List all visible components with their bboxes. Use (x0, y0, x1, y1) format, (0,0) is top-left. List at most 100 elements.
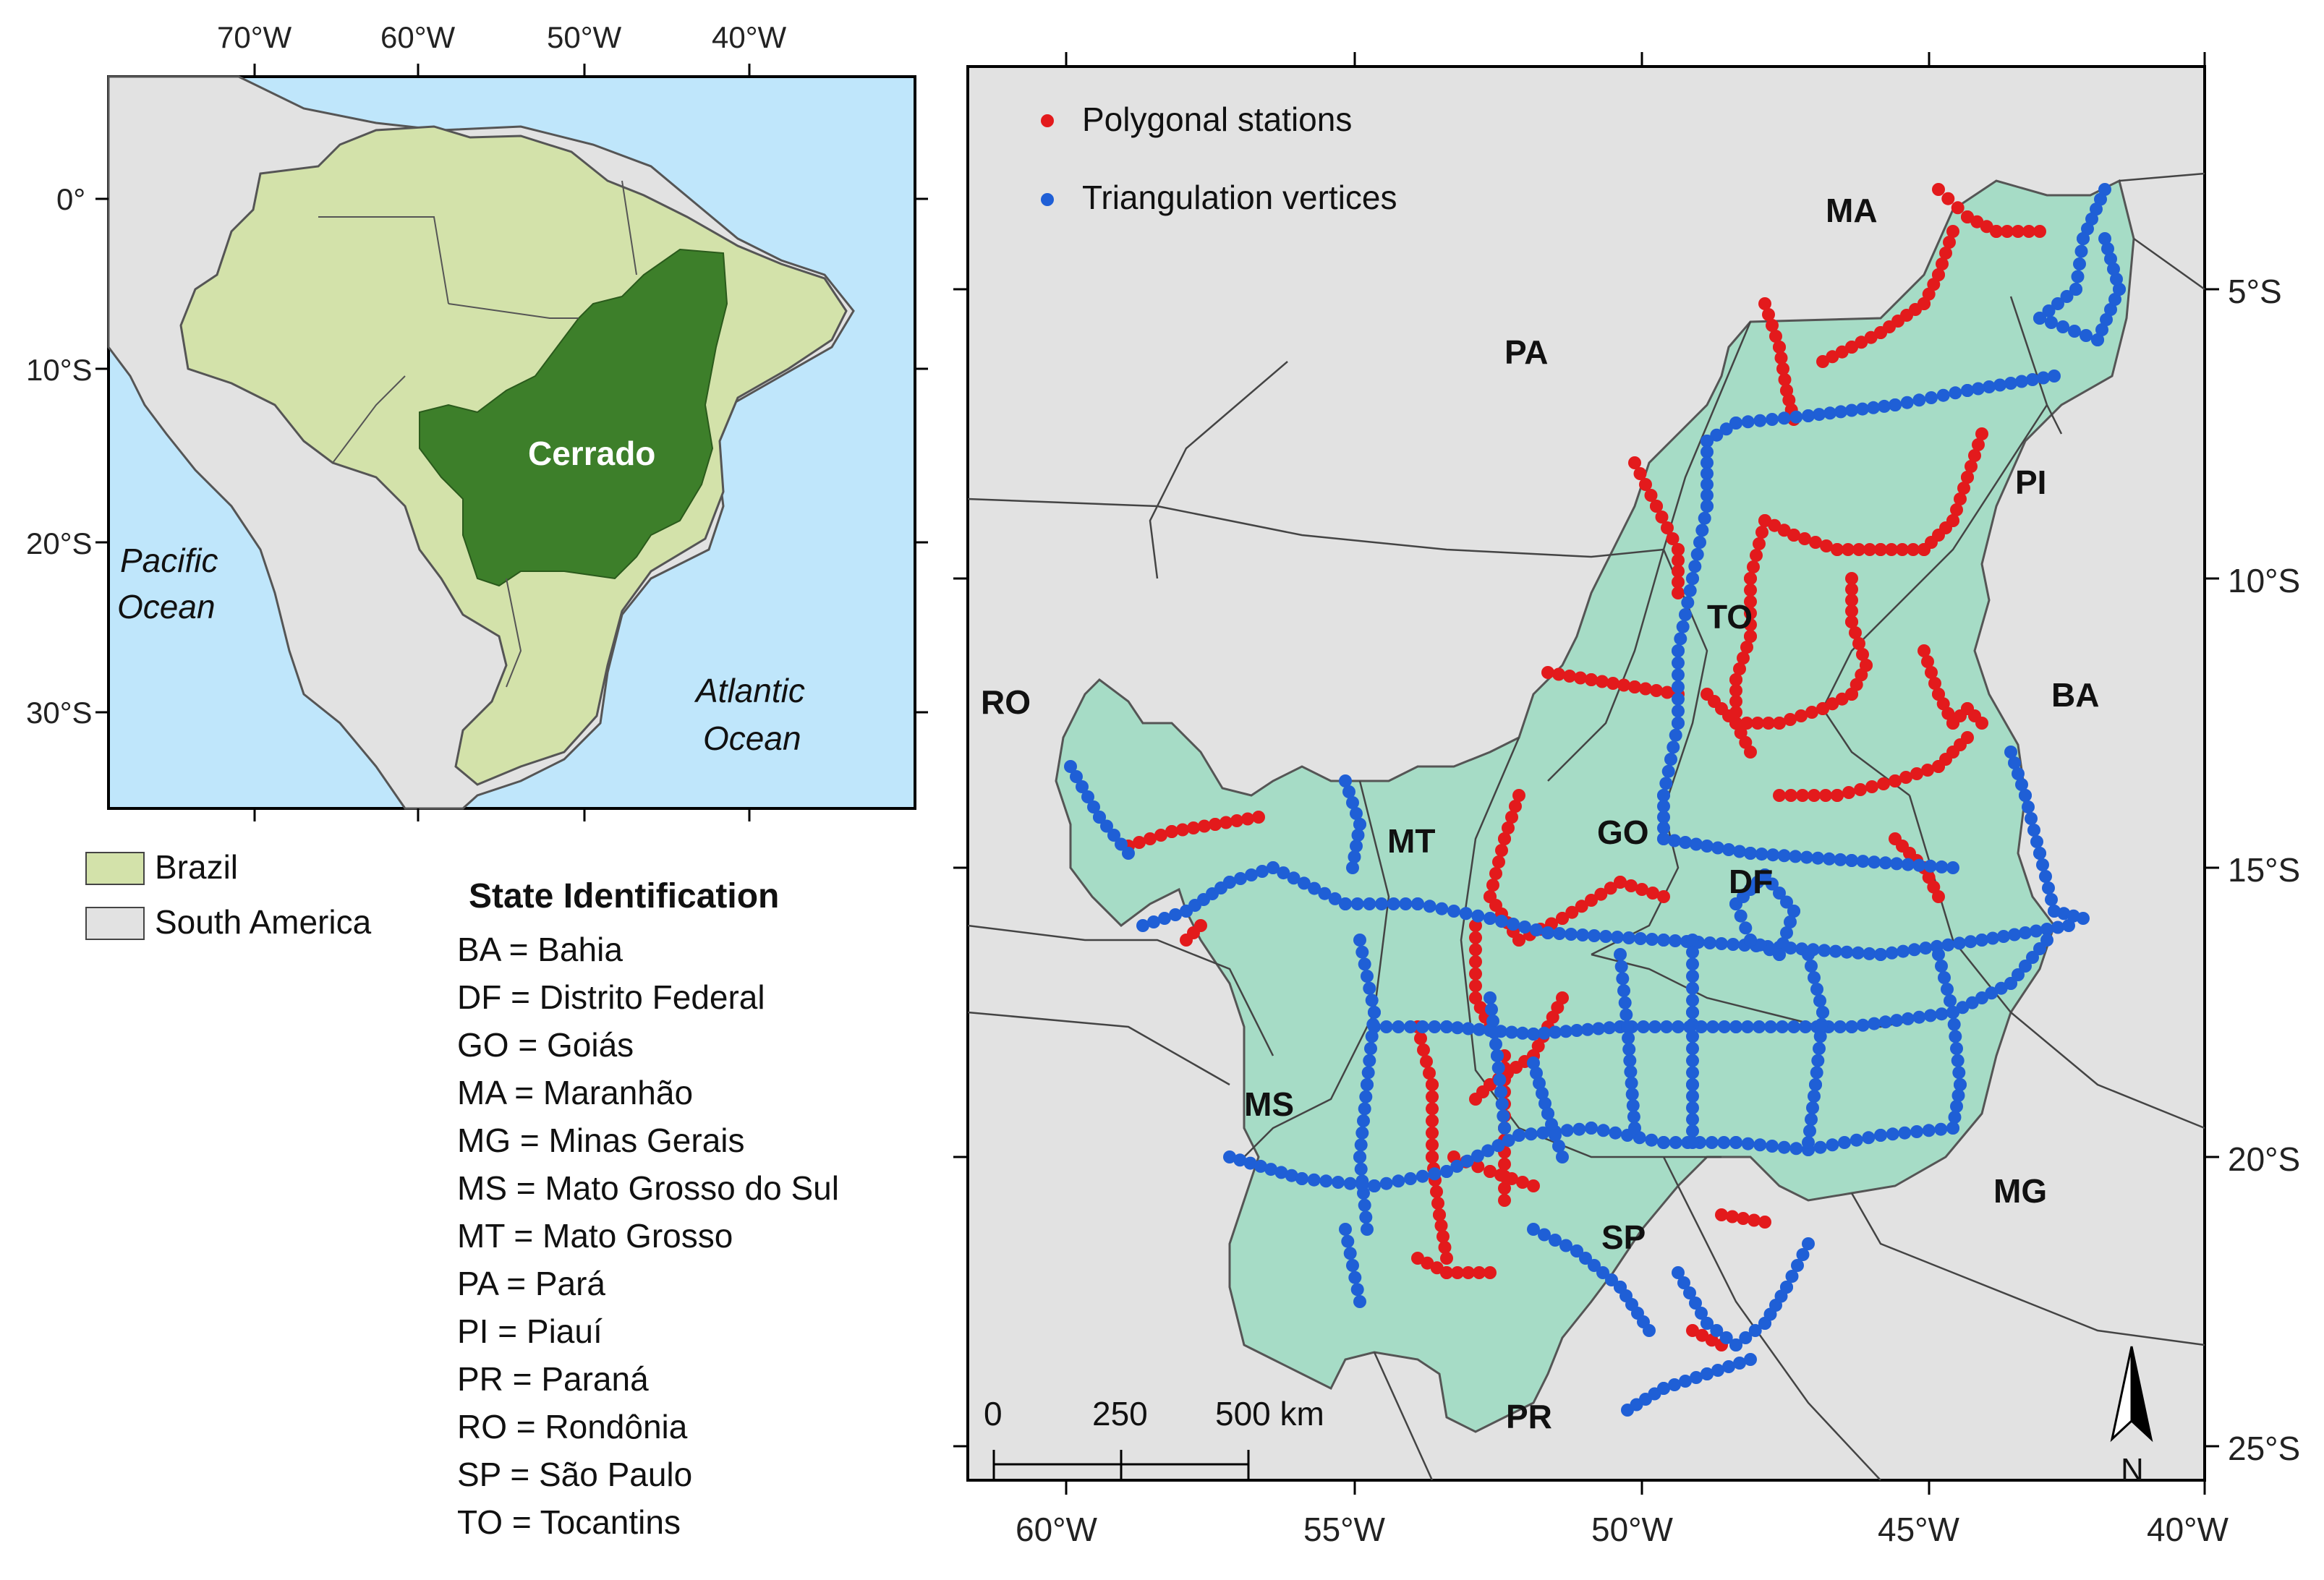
triangulation-vertex (1698, 511, 1711, 525)
state-entry: MG = Minas Gerais (457, 1122, 745, 1159)
polygonal-station (1729, 695, 1742, 708)
inset-top-tick-3: 50°W (547, 20, 622, 54)
triangulation-vertex (1507, 918, 1520, 931)
polygonal-station (1831, 543, 1844, 556)
triangulation-vertex (1318, 887, 1332, 900)
triangulation-vertex (1342, 785, 1355, 798)
triangulation-vertex (1946, 1006, 1959, 1019)
triangulation-vertex (1660, 1020, 1673, 1033)
triangulation-vertex (2030, 835, 2043, 848)
triangulation-vertex (1944, 994, 1957, 1007)
main-right-tick-1: 5°S (2228, 273, 2282, 310)
triangulation-vertex (1951, 1054, 1965, 1067)
triangulation-vertex (1972, 382, 1985, 396)
triangulation-vertex (1416, 1169, 1429, 1183)
polygonal-station (1604, 881, 1617, 895)
legend-south-america-label: South America (155, 903, 372, 941)
triangulation-vertex (2030, 924, 2043, 938)
polygonal-station (1932, 688, 1945, 701)
triangulation-vertex (1233, 1153, 1247, 1167)
polygonal-station (1625, 879, 1638, 892)
triangulation-vertex (1243, 1156, 1257, 1170)
triangulation-vertex (1657, 789, 1670, 802)
polygonal-station (1440, 1266, 1453, 1279)
polygonal-station (1941, 706, 1955, 720)
polygonal-station (1845, 583, 1858, 596)
state-label-to: TO (1707, 598, 1753, 636)
polygonal-station (1805, 706, 1818, 719)
polygonal-station (1575, 900, 1588, 913)
polygonal-station (1672, 565, 1685, 578)
triangulation-vertex (1459, 907, 1473, 921)
triangulation-vertex (2040, 923, 2053, 936)
polygonal-station (1527, 1179, 1540, 1192)
triangulation-vertex (1245, 868, 1258, 881)
polygonal-station (1927, 880, 1941, 894)
main-map (953, 52, 2219, 1495)
triangulation-vertex (1672, 680, 1685, 693)
triangulation-vertex (1343, 1247, 1357, 1260)
polygonal-station (1473, 1001, 1487, 1015)
triangulation-vertex (2027, 824, 2040, 837)
triangulation-vertex (1643, 1324, 1656, 1337)
polygonal-station (1921, 764, 1934, 777)
state-label-pr: PR (1506, 1398, 1552, 1435)
triangulation-vertex (1683, 1286, 1696, 1299)
triangulation-vertex (1541, 926, 1554, 939)
polygonal-station (1845, 572, 1858, 585)
triangulation-vertex (1619, 1008, 1633, 1022)
state-label-ma: MA (1826, 192, 1878, 229)
inset-top-tick-1: 70°W (217, 20, 292, 54)
polygonal-station (1430, 1261, 1444, 1275)
polygonal-station (1639, 682, 1652, 696)
polygonal-station (1855, 336, 1868, 349)
triangulation-vertex (1307, 1173, 1321, 1187)
polygonal-station (1845, 605, 1858, 618)
triangulation-vertex (1829, 944, 1842, 958)
triangulation-vertex (1975, 934, 1988, 947)
polygonal-station (1737, 1212, 1750, 1225)
triangulation-vertex (2015, 778, 2028, 791)
polygonal-station (1774, 351, 1788, 364)
polygonal-station (1133, 836, 1146, 849)
triangulation-vertex (2004, 746, 2017, 759)
polygonal-station (1739, 735, 1753, 749)
triangulation-vertex (1351, 829, 1365, 842)
triangulation-vertex (1784, 915, 1797, 928)
polygonal-station (1729, 684, 1742, 697)
triangulation-vertex (1363, 981, 1376, 995)
triangulation-vertex (1498, 1122, 1511, 1135)
polygonal-station (1471, 1160, 1485, 1174)
triangulation-vertex (1701, 445, 1714, 458)
triangulation-vertex (1834, 853, 1847, 866)
triangulation-vertex (2091, 333, 2104, 346)
triangulation-vertex (1672, 1266, 1685, 1279)
triangulation-vertex (2107, 262, 2120, 276)
triangulation-vertex (2051, 921, 2064, 934)
triangulation-vertex (1570, 1024, 1583, 1037)
triangulation-vertex (1379, 1177, 1393, 1190)
polygonal-station (1655, 511, 1669, 524)
triangulation-vertex (1081, 790, 1094, 803)
triangulation-vertex (2042, 304, 2056, 317)
polygonal-station (1980, 220, 1993, 234)
triangulation-vertex (1361, 1223, 1374, 1236)
triangulation-vertex (1764, 1020, 1777, 1033)
triangulation-vertex (1603, 1021, 1616, 1035)
polygonal-station (1198, 819, 1211, 833)
triangulation-vertex (1538, 1026, 1551, 1040)
triangulation-vertex (1799, 1020, 1812, 1033)
polygonal-station (1417, 1043, 1430, 1056)
polygonal-station (1921, 655, 1934, 668)
polygonal-station (1758, 1216, 1771, 1229)
polygonal-station (1635, 883, 1648, 896)
triangulation-vertex (1295, 1172, 1308, 1185)
triangulation-vertex (1729, 1020, 1742, 1033)
triangulation-vertex (1404, 1172, 1417, 1185)
polygonal-station (1932, 268, 1945, 281)
pacific-ocean-label-1: Pacific (120, 542, 218, 579)
state-entry: MS = Mato Grosso do Sul (457, 1169, 839, 1207)
triangulation-vertex (1706, 1020, 1719, 1033)
triangulation-vertex (1686, 970, 1699, 983)
polygonal-station (1705, 1333, 1719, 1347)
